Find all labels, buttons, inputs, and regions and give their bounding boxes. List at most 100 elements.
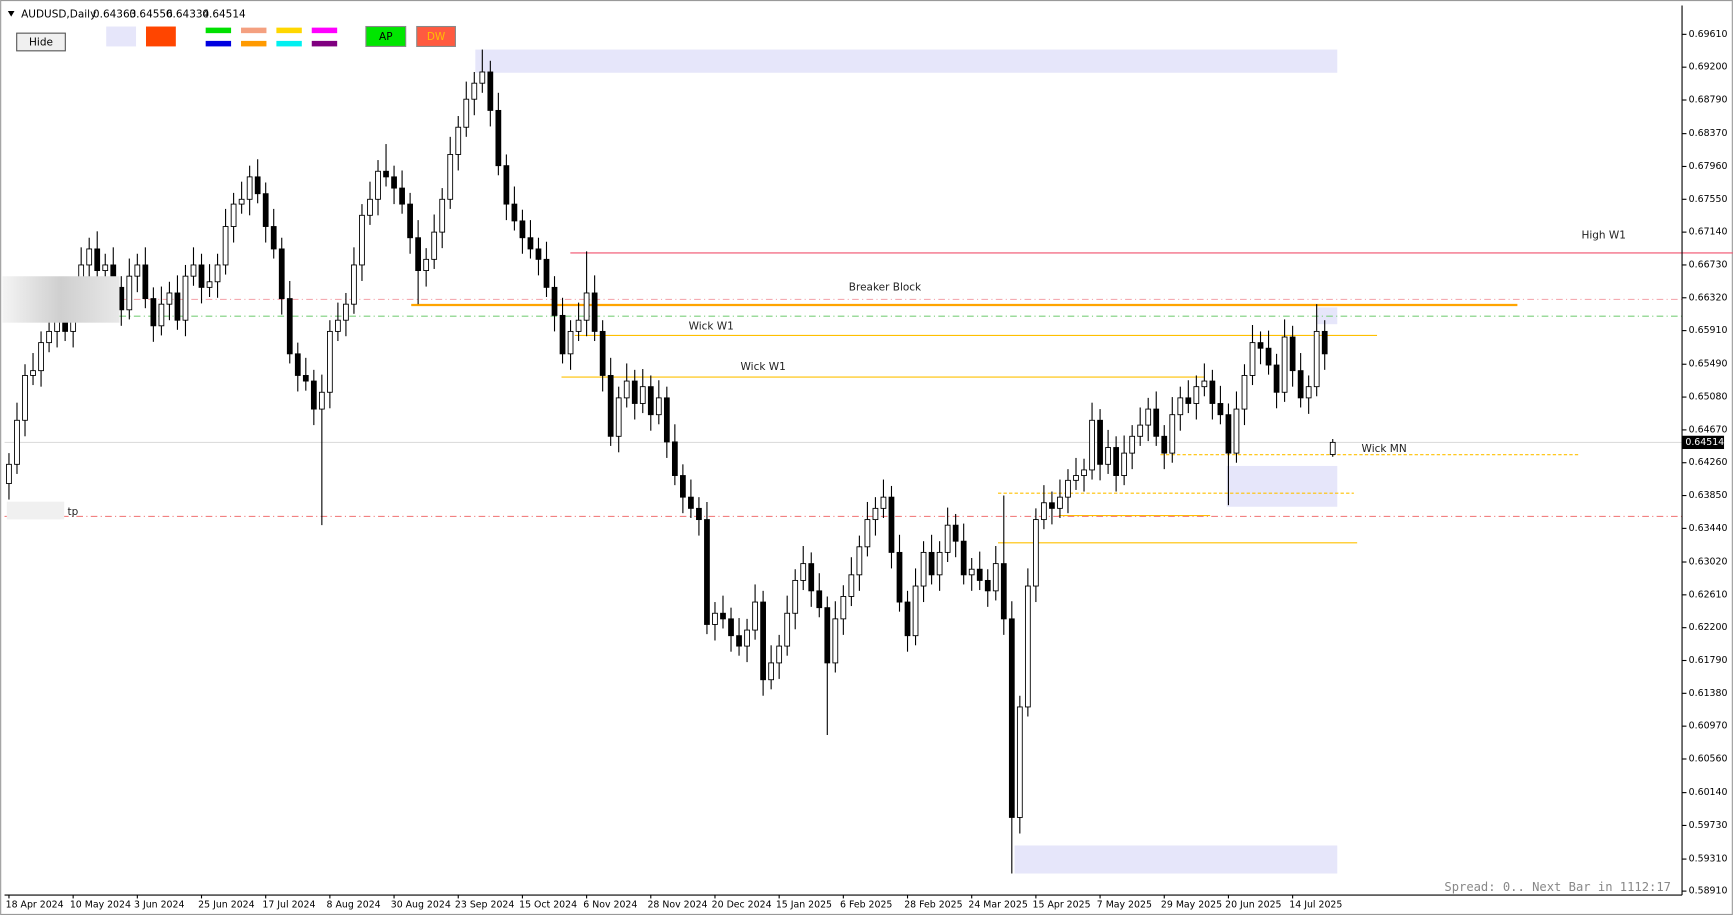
y-tick-label: 0.66730 <box>1689 259 1728 270</box>
candle-body <box>752 601 758 631</box>
candle-body <box>920 551 927 587</box>
candle-body <box>222 226 229 266</box>
candle-body <box>455 126 462 155</box>
swatch[interactable] <box>241 40 267 47</box>
candle-body <box>720 612 726 620</box>
ap-button[interactable]: AP <box>365 25 407 47</box>
candle-body <box>94 248 101 272</box>
candle-body <box>824 607 831 664</box>
x-tick-label: 10 May 2024 <box>70 900 131 911</box>
y-tick-label: 0.68790 <box>1689 95 1728 106</box>
x-tick-label: 14 Jul 2025 <box>1289 900 1342 911</box>
y-tick-label: 0.62610 <box>1689 589 1728 600</box>
swatch[interactable] <box>205 40 232 47</box>
x-tick-label: 24 Mar 2025 <box>968 900 1027 911</box>
candle-body <box>1016 706 1023 818</box>
header-low: 0.64334 <box>166 8 210 20</box>
candle-body <box>278 248 285 300</box>
x-tick-label: 17 Jul 2024 <box>262 900 315 911</box>
candle-body <box>318 391 325 410</box>
swatch[interactable] <box>241 27 267 34</box>
candle-body <box>1137 424 1144 437</box>
x-tick-label: 6 Nov 2024 <box>583 900 637 911</box>
candle-body <box>270 226 277 250</box>
y-tick-label: 0.69610 <box>1689 29 1728 40</box>
swatch[interactable] <box>106 26 137 47</box>
symbol-label: AUDUSD,Daily <box>21 8 96 20</box>
candle-body <box>639 386 646 404</box>
candle-body <box>567 330 574 355</box>
y-tick-label: 0.66320 <box>1689 292 1728 303</box>
axes: 0.69610 0.69200 0.68790 0.68370 0.67960 0.675… <box>4 5 1728 911</box>
candle-body <box>864 519 871 548</box>
dropdown-icon[interactable] <box>7 11 15 17</box>
y-tick-label: 0.67550 <box>1689 194 1728 205</box>
candle-body <box>351 264 357 305</box>
level-label: tp <box>68 506 79 518</box>
swatch[interactable] <box>311 27 338 34</box>
candle-body <box>984 579 991 592</box>
candle-body <box>607 375 614 437</box>
candle-body <box>407 203 413 239</box>
x-tick-label: 15 Oct 2024 <box>519 900 577 911</box>
x-tick-label: 15 Apr 2025 <box>1033 900 1091 911</box>
candle-body <box>230 203 237 227</box>
candle-body <box>575 319 582 332</box>
header-close: 0.64514 <box>202 8 246 20</box>
candle-body <box>22 375 28 421</box>
swatch[interactable] <box>276 27 302 34</box>
swatch[interactable] <box>311 40 338 47</box>
candle-body <box>142 264 149 300</box>
y-tick-label: 0.63440 <box>1689 523 1728 534</box>
candle-body <box>1105 447 1111 465</box>
candle-body <box>936 551 943 576</box>
level-label: Wick W1 <box>741 361 786 373</box>
candle-body <box>712 612 718 625</box>
button-frame[interactable] <box>365 25 407 47</box>
levels: High W1 Breaker Block Wick W1 Wick W1 Wick M… <box>4 229 1733 544</box>
button-label[interactable]: DW <box>427 31 446 43</box>
swatch[interactable] <box>205 27 232 34</box>
candle-body <box>1321 330 1328 355</box>
candle-body <box>1273 364 1280 393</box>
candle-body <box>30 370 36 376</box>
y-tick-label: 0.60140 <box>1689 787 1728 798</box>
status-text: Spread: 0.. Next Bar in 1112:17 <box>1444 880 1671 894</box>
swatch[interactable] <box>145 26 176 47</box>
candle-body <box>182 275 189 321</box>
candle-body <box>479 71 486 84</box>
candle-body <box>696 507 702 521</box>
candle-body <box>992 563 999 592</box>
candle-body <box>174 292 181 321</box>
button-label[interactable]: Hide <box>29 37 53 49</box>
candle-body <box>768 662 775 681</box>
candle-body <box>383 170 389 178</box>
candle-body <box>118 286 125 311</box>
x-tick-label: 18 Apr 2024 <box>6 900 64 911</box>
swatch[interactable] <box>276 40 302 47</box>
y-tick-label: 0.65910 <box>1689 325 1728 336</box>
candle-body <box>1225 414 1232 454</box>
candle-body <box>1073 475 1079 481</box>
y-tick-label: 0.65490 <box>1689 359 1728 370</box>
candle-body <box>487 71 494 111</box>
candle-body <box>1000 563 1007 620</box>
candle-body <box>1313 330 1320 388</box>
button-frame[interactable] <box>16 32 66 52</box>
dw-button[interactable]: DW <box>416 25 456 47</box>
candle-body <box>471 82 478 100</box>
candle-body <box>543 258 550 288</box>
hide-button[interactable]: Hide <box>16 32 66 52</box>
x-tick-label: 25 Jun 2024 <box>198 900 254 911</box>
candle-body <box>158 303 165 327</box>
candle-body <box>391 176 397 189</box>
candle-body <box>190 264 197 277</box>
candle-body <box>166 292 173 305</box>
button-frame[interactable] <box>416 25 456 47</box>
candle-body <box>792 579 799 614</box>
candle-body <box>14 419 20 465</box>
candle-body <box>1265 347 1272 366</box>
button-label[interactable]: AP <box>379 31 393 43</box>
x-tick-label: 28 Feb 2025 <box>904 900 962 911</box>
